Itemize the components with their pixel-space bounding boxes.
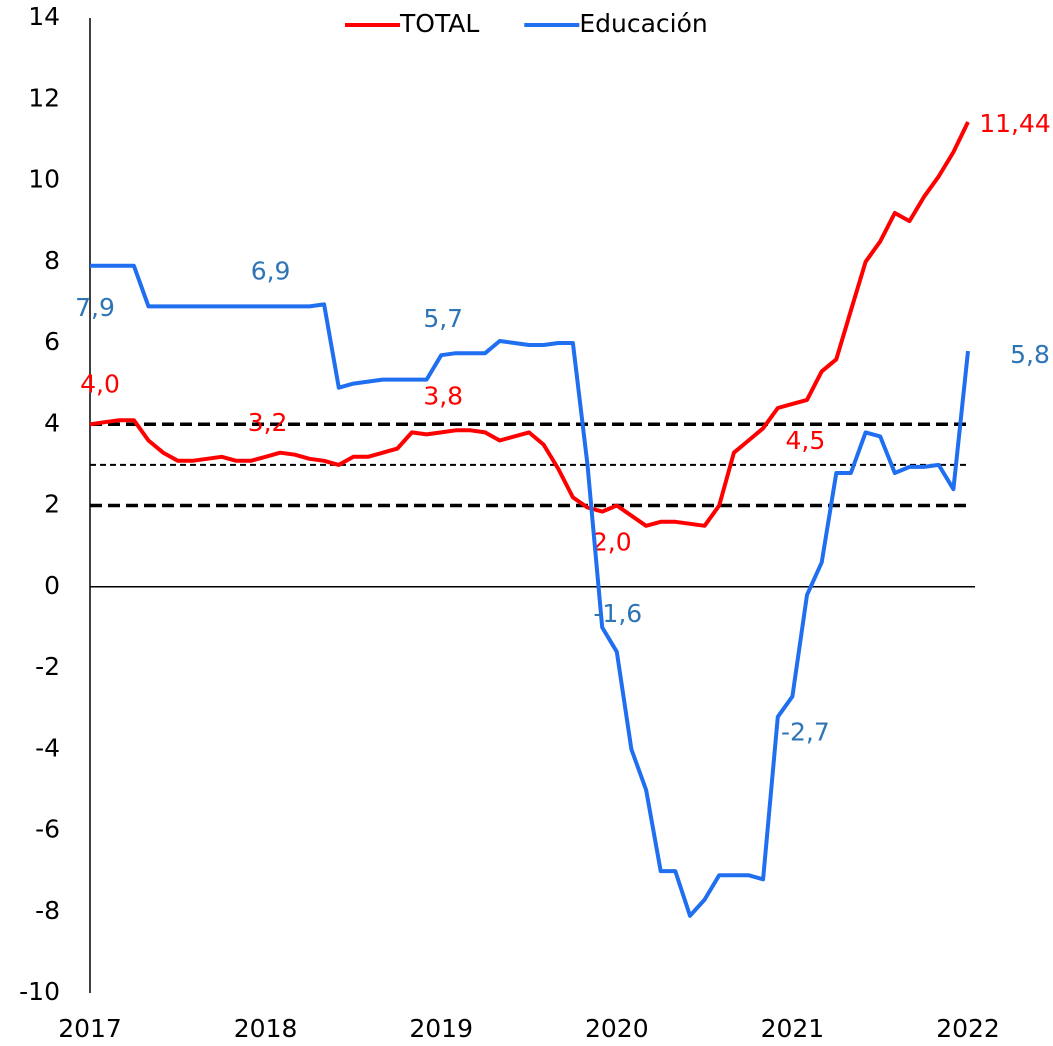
y-tick-label: 6 [44,327,60,356]
data-label: -1,6 [593,599,642,628]
data-label: 4,0 [80,369,120,398]
y-tick-label: 14 [28,2,60,31]
series-line [89,121,970,528]
legend-label: TOTAL [399,9,479,38]
data-label: 6,9 [251,256,291,285]
data-label: 5,8 [1010,340,1050,369]
y-tick-label: -6 [35,815,60,844]
data-label: 2,0 [592,528,632,557]
y-tick-label: 8 [44,246,60,275]
y-tick-label: -10 [19,977,60,1006]
x-tick-label: 2022 [936,1014,1000,1043]
data-label: 5,7 [423,304,463,333]
legend-label: Educación [579,9,707,38]
x-tick-label: 2018 [234,1014,298,1043]
y-tick-label: -8 [35,896,60,925]
y-tick-label: -4 [35,733,60,762]
data-label: 11,44 [979,109,1051,138]
data-label: -2,7 [781,717,830,746]
x-tick-label: 2021 [761,1014,825,1043]
x-tick-label: 2017 [58,1014,122,1043]
y-tick-label: 10 [28,165,60,194]
data-label: 7,9 [75,293,115,322]
y-tick-label: 0 [44,571,60,600]
data-label: 3,8 [423,381,463,410]
y-tick-label: 12 [28,83,60,112]
series-line [90,263,970,918]
y-tick-label: 2 [44,490,60,519]
x-tick-label: 2019 [409,1014,473,1043]
y-tick-label: 4 [44,408,60,437]
data-label: 4,5 [786,426,826,455]
data-label: 3,2 [248,408,288,437]
y-tick-label: -2 [35,652,60,681]
x-tick-label: 2020 [585,1014,649,1043]
